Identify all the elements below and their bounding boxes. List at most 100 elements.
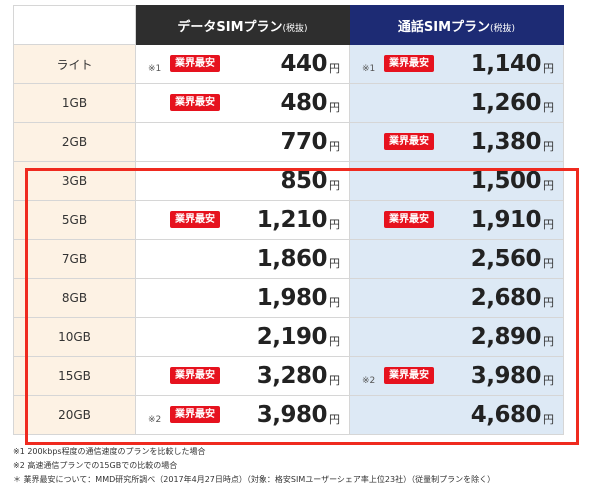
call-sim-price-cell: 4,680 円: [349, 395, 564, 435]
call-sim-price: 1,500: [470, 168, 542, 194]
lowest-price-badge: 業界最安: [384, 367, 434, 384]
yen-unit: 円: [543, 140, 554, 153]
table-row: 15GB 業界最安 3,280 円 ※2 業界最安 3,980 円: [13, 356, 564, 396]
call-sim-price-cell: 業界最安 1,380 円: [349, 122, 564, 162]
lowest-price-badge: 業界最安: [384, 55, 434, 72]
call-sim-price: 1,910: [470, 207, 542, 233]
yen-unit: 円: [543, 413, 554, 426]
footnotes: ※1 200kbps程度の通信速度のプランを比較した場合 ※2 高速通信プランで…: [13, 445, 495, 487]
header-data-tax: (税抜): [282, 23, 308, 34]
data-sim-price-cell: 業界最安 1,210 円: [135, 200, 350, 240]
yen-unit: 円: [329, 62, 340, 75]
call-sim-price: 1,380: [470, 129, 542, 155]
data-sim-price-cell: 2,190 円: [135, 317, 350, 357]
plan-name: 2GB: [13, 122, 136, 162]
table-row: 2GB 770 円業界最安 1,380 円: [13, 122, 564, 162]
data-sim-price-cell: 業界最安 480 円: [135, 83, 350, 123]
footnote-mark: ※2: [362, 376, 376, 386]
data-sim-price: 3,980: [256, 402, 328, 428]
yen-unit: 円: [543, 374, 554, 387]
yen-unit: 円: [329, 101, 340, 114]
footnote-mark: ※2: [148, 415, 162, 425]
yen-unit: 円: [543, 335, 554, 348]
yen-unit: 円: [329, 140, 340, 153]
table-row: 3GB 850 円 1,500 円: [13, 161, 564, 201]
data-sim-price-cell: 850 円: [135, 161, 350, 201]
data-sim-price-cell: 770 円: [135, 122, 350, 162]
call-sim-price-cell: ※2 業界最安 3,980 円: [349, 356, 564, 396]
data-sim-price-cell: ※1 業界最安 440 円: [135, 44, 350, 84]
header-call-sim-label: 通話SIMプラン: [397, 19, 491, 35]
data-sim-price: 440: [280, 51, 327, 77]
table-row: 7GB 1,860 円 2,560 円: [13, 239, 564, 279]
header-data-sim-label: データSIMプラン: [177, 19, 283, 35]
footnote-3: ＊ 業界最安について：MMD研究所調べ（2017年4月27日時点）（対象：格安S…: [13, 475, 496, 484]
lowest-price-badge: 業界最安: [170, 55, 220, 72]
table-row: 10GB 2,190 円 2,890 円: [13, 317, 564, 357]
lowest-price-badge: 業界最安: [384, 133, 434, 150]
plan-name: ライト: [13, 44, 136, 84]
call-sim-price-cell: 1,500 円: [349, 161, 564, 201]
call-sim-price-cell: 2,890 円: [349, 317, 564, 357]
header-blank-cell: [13, 5, 136, 45]
table-body: ライト ※1 業界最安 440 円 ※1 業界最安 1,140 円 1GB 業界最安 480 円 1,26…: [13, 44, 564, 435]
yen-unit: 円: [543, 179, 554, 192]
footnote-mark: ※1: [362, 64, 376, 74]
yen-unit: 円: [329, 374, 340, 387]
yen-unit: 円: [329, 179, 340, 192]
plan-name: 7GB: [13, 239, 136, 279]
call-sim-price: 1,260: [470, 90, 542, 116]
yen-unit: 円: [543, 62, 554, 75]
header-data-sim: データSIMプラン(税抜): [135, 5, 350, 45]
call-sim-price-cell: ※1 業界最安 1,140 円: [349, 44, 564, 84]
lowest-price-badge: 業界最安: [170, 406, 220, 423]
footnote-2: ※2 高速通信プランでの15GBでの比較の場合: [13, 461, 178, 470]
data-sim-price: 480: [280, 90, 327, 116]
table-row: 1GB 業界最安 480 円 1,260 円: [13, 83, 564, 123]
call-sim-price: 4,680: [470, 402, 542, 428]
plan-name: 1GB: [13, 83, 136, 123]
table-row: 5GB 業界最安 1,210 円業界最安 1,910 円: [13, 200, 564, 240]
data-sim-price-cell: 1,860 円: [135, 239, 350, 279]
data-sim-price-cell: ※2 業界最安 3,980 円: [135, 395, 350, 435]
data-sim-price: 770: [280, 129, 327, 155]
call-sim-price: 1,140: [470, 51, 542, 77]
plan-name: 10GB: [13, 317, 136, 357]
yen-unit: 円: [543, 296, 554, 309]
yen-unit: 円: [329, 413, 340, 426]
footnote-1: ※1 200kbps程度の通信速度のプランを比較した場合: [13, 447, 206, 456]
call-sim-price: 2,890: [470, 324, 542, 350]
plan-name: 20GB: [13, 395, 136, 435]
lowest-price-badge: 業界最安: [170, 211, 220, 228]
call-sim-price-cell: 業界最安 1,910 円: [349, 200, 564, 240]
yen-unit: 円: [329, 218, 340, 231]
data-sim-price: 850: [280, 168, 327, 194]
data-sim-price-cell: 業界最安 3,280 円: [135, 356, 350, 396]
data-sim-price: 1,980: [256, 285, 328, 311]
yen-unit: 円: [329, 335, 340, 348]
table-row: 8GB 1,980 円 2,680 円: [13, 278, 564, 318]
lowest-price-badge: 業界最安: [170, 367, 220, 384]
plan-name: 3GB: [13, 161, 136, 201]
table-row: ライト ※1 業界最安 440 円 ※1 業界最安 1,140 円: [13, 44, 564, 84]
data-sim-price-cell: 1,980 円: [135, 278, 350, 318]
call-sim-price: 3,980: [470, 363, 542, 389]
header-call-tax: (税抜): [490, 23, 516, 34]
call-sim-price-cell: 2,560 円: [349, 239, 564, 279]
data-sim-price: 2,190: [256, 324, 328, 350]
data-sim-price: 1,210: [256, 207, 328, 233]
yen-unit: 円: [543, 218, 554, 231]
table-row: 20GB ※2 業界最安 3,980 円 4,680 円: [13, 395, 564, 435]
lowest-price-badge: 業界最安: [170, 94, 220, 111]
header-call-sim: 通話SIMプラン(税抜): [349, 5, 564, 45]
call-sim-price-cell: 1,260 円: [349, 83, 564, 123]
data-sim-price: 3,280: [256, 363, 328, 389]
yen-unit: 円: [543, 257, 554, 270]
plan-name: 15GB: [13, 356, 136, 396]
footnote-mark: ※1: [148, 64, 162, 74]
lowest-price-badge: 業界最安: [384, 211, 434, 228]
plan-name: 5GB: [13, 200, 136, 240]
yen-unit: 円: [543, 101, 554, 114]
yen-unit: 円: [329, 257, 340, 270]
call-sim-price: 2,680: [470, 285, 542, 311]
